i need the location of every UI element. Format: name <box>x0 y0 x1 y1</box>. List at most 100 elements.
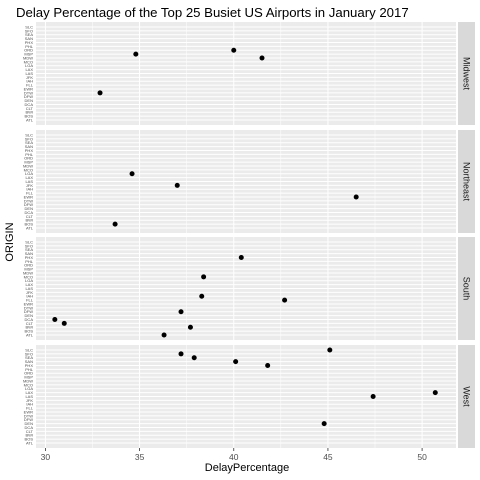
y-tick-label: ATL <box>26 117 34 122</box>
y-tick-label: PHX <box>25 40 34 45</box>
y-tick-label: LGA <box>25 171 33 176</box>
y-tick-label: PHL <box>25 152 34 157</box>
y-tick-label: BWI <box>25 218 33 223</box>
data-point <box>52 317 58 322</box>
y-tick-label: PHX <box>25 148 34 153</box>
y-axis-label: ORIGIN <box>4 222 16 261</box>
facet-panel-west: ATLBOSBWICLTDCADENDFWDTWEWRFLLIAHJFKLASL… <box>23 345 475 448</box>
y-tick-label: CLT <box>26 429 34 434</box>
data-point <box>201 274 207 280</box>
y-tick-label: DFW <box>24 309 33 314</box>
facet-strip-label: South <box>462 277 472 301</box>
y-tick-label: DTW <box>24 413 33 418</box>
y-tick-label: JFK <box>26 290 33 295</box>
facet-panel-midwest: ATLBOSBWICLTDCADENDFWDTWEWRFLLIAHJFKLASL… <box>23 22 475 125</box>
y-tick-label: IAH <box>26 79 33 84</box>
y-tick-label: JFK <box>26 183 33 188</box>
data-point <box>191 355 197 361</box>
facet-panels: ATLBOSBWICLTDCADENDFWDTWEWRFLLIAHJFKLASL… <box>23 22 475 448</box>
data-point <box>174 182 180 188</box>
y-tick-label: LGA <box>25 386 33 391</box>
facet-strip-label: Northeast <box>462 162 472 202</box>
facet-panel-northeast: ATLBOSBWICLTDCADENDFWDTWEWRFLLIAHJFKLASL… <box>23 130 475 233</box>
y-tick-label: PHL <box>25 44 34 49</box>
data-point <box>161 332 167 338</box>
y-tick-label: DFW <box>24 94 33 99</box>
data-point <box>129 171 135 177</box>
y-tick-label: DEN <box>25 98 34 103</box>
facet-strip <box>458 237 475 340</box>
y-tick-label: MSP <box>24 160 33 165</box>
data-point <box>282 297 288 303</box>
y-tick-label: SLC <box>25 347 33 352</box>
y-tick-label: DFW <box>24 202 33 207</box>
y-tick-label: SAN <box>25 144 33 149</box>
y-tick-label: SFO <box>25 243 33 248</box>
y-tick-label: SFO <box>25 28 33 33</box>
data-point <box>133 51 139 57</box>
data-point <box>97 90 103 96</box>
y-tick-label: BOS <box>25 329 34 334</box>
data-point <box>199 293 205 299</box>
y-tick-label: ATL <box>26 440 34 445</box>
y-tick-label: LAX <box>25 390 33 395</box>
y-tick-label: DTW <box>24 198 33 203</box>
y-tick-label: ORD <box>24 156 33 161</box>
y-tick-label: DEN <box>25 313 34 318</box>
y-tick-label: ATL <box>26 225 34 230</box>
y-tick-label: EWR <box>24 86 33 91</box>
x-tick-label: 50 <box>417 452 427 462</box>
facet-strip-label: Midwest <box>462 57 472 91</box>
y-tick-label: IAH <box>26 187 33 192</box>
y-tick-label: EWR <box>24 194 33 199</box>
y-tick-label: LGA <box>25 278 33 283</box>
y-tick-label: SAN <box>25 251 33 256</box>
data-point <box>432 390 438 396</box>
y-tick-label: LAS <box>25 394 33 399</box>
y-tick-label: MCO <box>24 167 33 172</box>
y-tick-label: SFO <box>25 136 33 141</box>
y-tick-label: PHL <box>25 367 34 372</box>
data-point <box>353 194 359 200</box>
y-tick-label: SEA <box>25 32 33 37</box>
y-tick-label: SLC <box>25 24 33 29</box>
y-tick-label: DTW <box>24 90 33 95</box>
y-tick-label: LAX <box>25 67 33 72</box>
y-tick-label: FLL <box>26 406 34 411</box>
y-tick-label: ORD <box>24 371 33 376</box>
y-tick-label: MSP <box>24 52 33 57</box>
y-tick-label: SLC <box>25 239 33 244</box>
y-tick-label: BWI <box>25 325 33 330</box>
y-tick-label: FLL <box>26 191 34 196</box>
y-tick-label: IAH <box>26 294 33 299</box>
y-tick-label: DCA <box>25 102 34 107</box>
facet-panel-south: ATLBOSBWICLTDCADENDFWDTWEWRFLLIAHJFKLASL… <box>23 237 475 340</box>
y-tick-label: CLT <box>26 214 34 219</box>
y-tick-label: DTW <box>24 305 33 310</box>
y-tick-label: MDW <box>23 270 33 275</box>
facet-strip <box>458 345 475 448</box>
y-tick-label: DEN <box>25 206 34 211</box>
y-tick-label: SFO <box>25 351 33 356</box>
y-tick-label: BOS <box>25 114 34 119</box>
y-tick-label: BWI <box>25 433 33 438</box>
y-tick-label: MCO <box>24 59 33 64</box>
data-point <box>265 363 271 368</box>
y-tick-label: LAX <box>25 282 33 287</box>
data-point <box>238 255 244 260</box>
y-tick-label: MSP <box>24 375 33 380</box>
y-tick-label: MCO <box>24 274 33 279</box>
y-tick-label: EWR <box>24 301 33 306</box>
y-tick-label: SAN <box>25 359 33 364</box>
y-tick-label: PHL <box>25 259 34 264</box>
x-tick-label: 30 <box>41 452 51 462</box>
y-tick-label: EWR <box>24 409 33 414</box>
y-tick-label: DFW <box>24 417 33 422</box>
y-tick-label: BOS <box>25 222 34 227</box>
y-tick-label: CLT <box>26 106 34 111</box>
chart-title: Delay Percentage of the Top 25 Busiet US… <box>16 5 409 20</box>
y-tick-label: FLL <box>26 83 34 88</box>
y-tick-label: ORD <box>24 263 33 268</box>
x-tick-label: 45 <box>323 452 333 462</box>
y-tick-label: DCA <box>25 425 34 430</box>
